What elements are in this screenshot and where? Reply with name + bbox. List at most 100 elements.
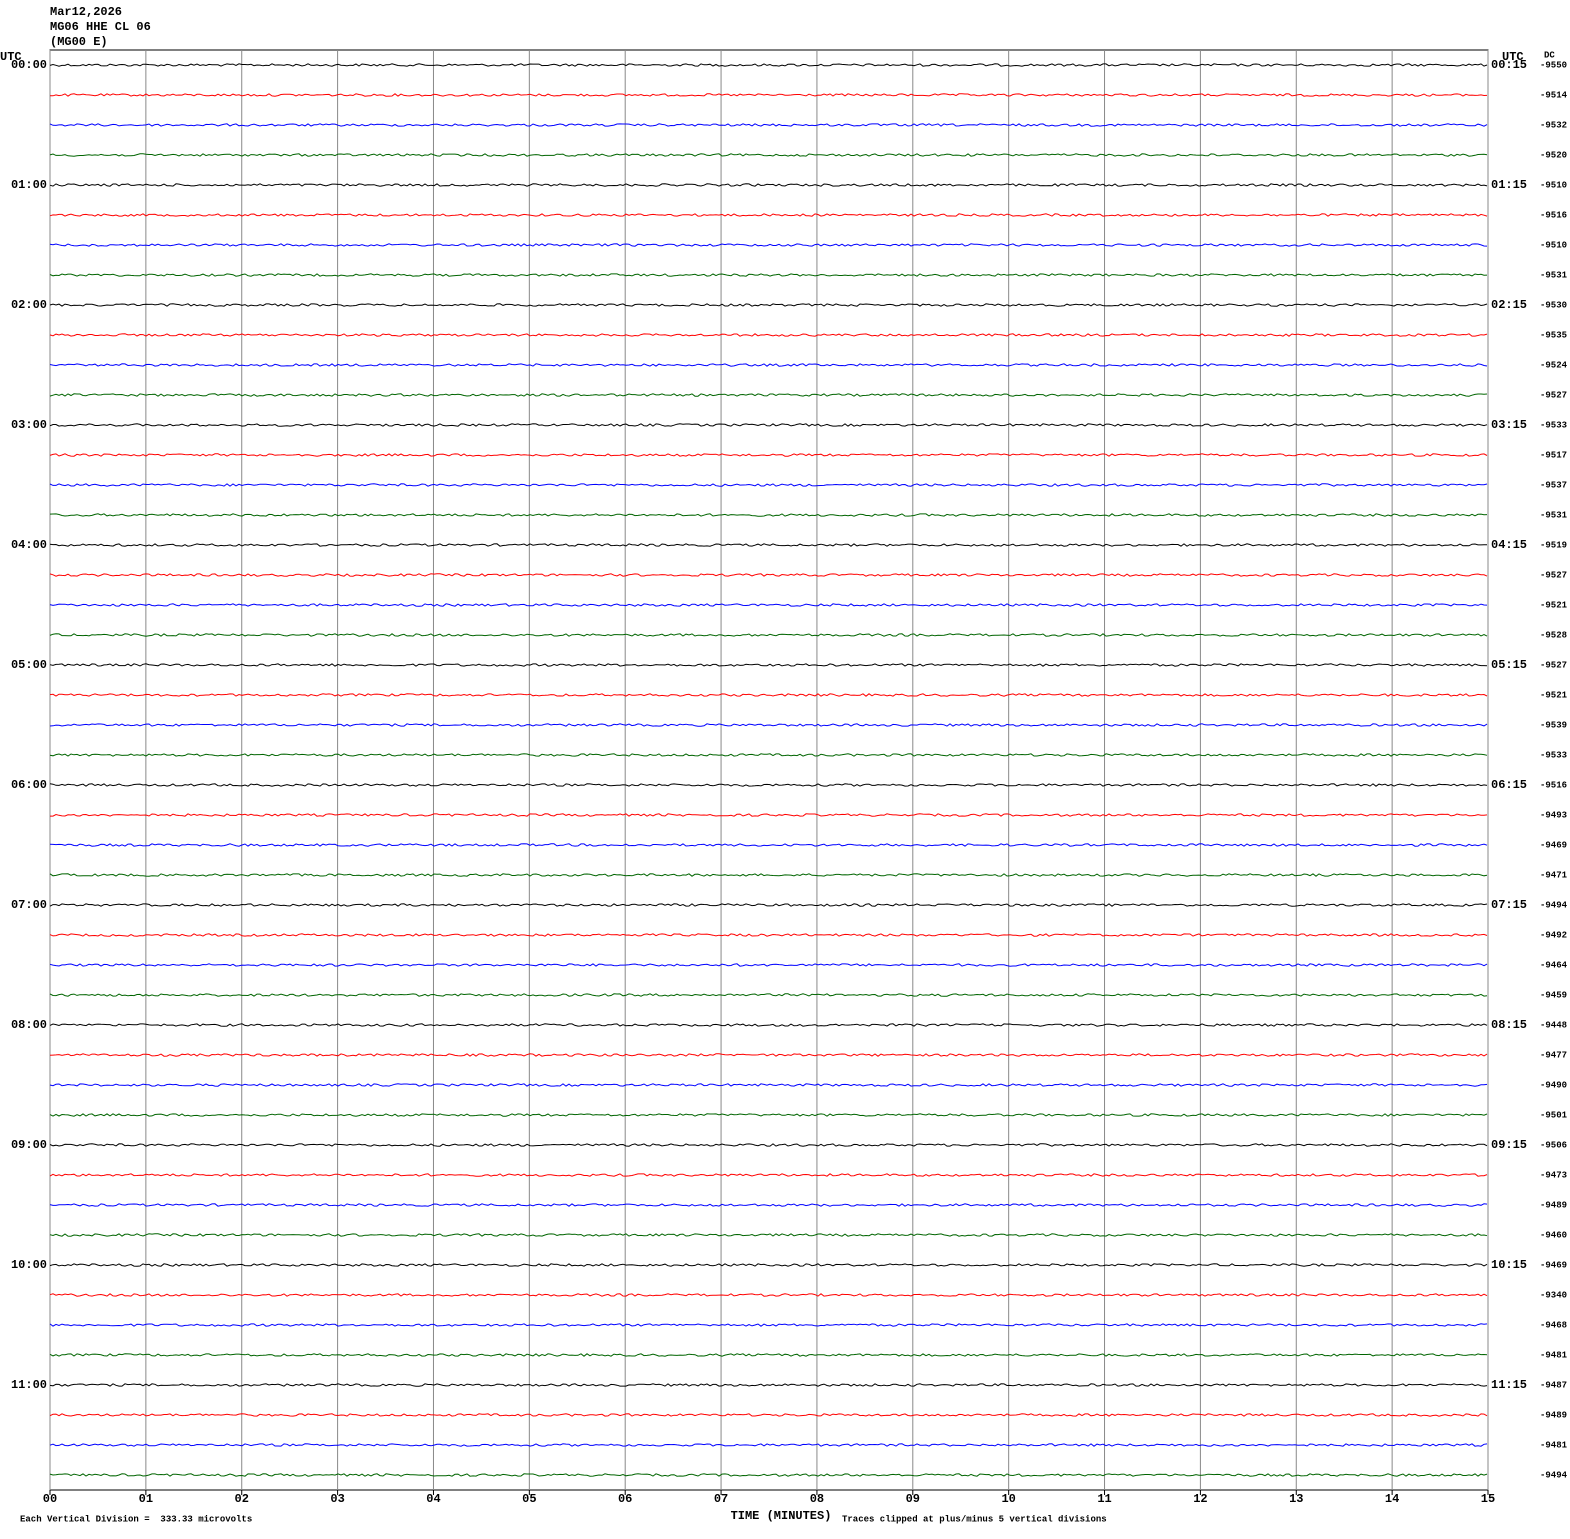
trace (49, 1473, 1488, 1477)
dc-value: -9517 (1540, 450, 1567, 460)
trace (49, 333, 1488, 337)
dc-value: -9473 (1540, 1170, 1567, 1180)
trace (49, 363, 1488, 367)
x-tick-label: 13 (1289, 1492, 1303, 1506)
trace (49, 123, 1488, 127)
trace (49, 1323, 1488, 1327)
trace (49, 153, 1488, 157)
dc-value: -9519 (1540, 540, 1567, 550)
x-tick-label: 15 (1481, 1492, 1495, 1506)
x-tick-label: 12 (1193, 1492, 1207, 1506)
dc-label: DC (1544, 50, 1555, 60)
x-tick-label: 05 (522, 1492, 536, 1506)
dc-value: -9481 (1540, 1440, 1568, 1450)
x-tick-label: 11 (1097, 1492, 1111, 1506)
right-time-label: 03:15 (1491, 418, 1527, 432)
trace (49, 483, 1488, 487)
x-tick-label: 09 (906, 1492, 920, 1506)
right-time-label: 02:15 (1491, 298, 1527, 312)
trace (49, 543, 1487, 547)
right-axis-label: UTC (1502, 50, 1524, 64)
dc-value: -9506 (1540, 1140, 1567, 1150)
dc-value: -9533 (1540, 420, 1567, 430)
x-tick-label: 01 (139, 1492, 153, 1506)
dc-value: -9469 (1540, 840, 1567, 850)
right-time-label: 04:15 (1491, 538, 1527, 552)
left-time-label: 03:00 (11, 418, 47, 432)
right-time-label: 09:15 (1491, 1138, 1527, 1152)
dc-value: -9477 (1540, 1050, 1567, 1060)
dc-value: -9524 (1540, 360, 1568, 370)
dc-value: -9537 (1540, 480, 1567, 490)
trace (49, 393, 1488, 397)
dc-value: -9521 (1540, 690, 1568, 700)
trace (49, 1083, 1488, 1087)
plot-frame (49, 49, 1489, 1491)
left-time-label: 00:00 (11, 58, 47, 72)
dc-value: -9530 (1540, 300, 1567, 310)
trace (49, 933, 1488, 937)
dc-value: -9468 (1540, 1320, 1567, 1330)
dc-value: -9510 (1540, 240, 1567, 250)
dc-value: -9532 (1540, 120, 1567, 130)
dc-value: -9550 (1540, 60, 1567, 70)
trace (49, 303, 1488, 307)
dc-value: -9340 (1540, 1290, 1567, 1300)
x-tick-label: 00 (43, 1492, 57, 1506)
dc-value: -9539 (1540, 720, 1567, 730)
dc-value: -9492 (1540, 930, 1567, 940)
dc-value: -9459 (1540, 990, 1567, 1000)
x-tick-label: 07 (714, 1492, 728, 1506)
trace (49, 1143, 1488, 1147)
dc-value: -9489 (1540, 1200, 1567, 1210)
x-tick-label: 06 (618, 1492, 632, 1506)
dc-value: -9464 (1540, 960, 1568, 970)
dc-value: -9490 (1540, 1080, 1567, 1090)
left-time-label: 04:00 (11, 538, 47, 552)
trace (49, 753, 1488, 757)
trace (49, 1203, 1488, 1207)
trace (49, 1383, 1488, 1387)
x-tick-label: 04 (426, 1492, 440, 1506)
dc-value: -9501 (1540, 1110, 1568, 1120)
right-time-label: 05:15 (1491, 658, 1527, 672)
left-time-label: 07:00 (11, 898, 47, 912)
trace (49, 663, 1488, 667)
dc-value: -9521 (1540, 600, 1568, 610)
trace (49, 843, 1488, 847)
dc-value: -9510 (1540, 180, 1567, 190)
trace (49, 1413, 1488, 1417)
dc-value: -9471 (1540, 870, 1568, 880)
trace (49, 1023, 1488, 1027)
dc-value: -9527 (1540, 570, 1567, 580)
right-time-label: 01:15 (1491, 178, 1527, 192)
dc-value: -9531 (1540, 270, 1568, 280)
dc-value: -9493 (1540, 810, 1567, 820)
x-tick-label: 14 (1385, 1492, 1399, 1506)
dc-value: -9494 (1540, 900, 1568, 910)
left-time-label: 05:00 (11, 658, 47, 672)
left-time-label: 11:00 (11, 1378, 47, 1392)
trace (49, 63, 1488, 67)
title-line: Mar12,2026 (50, 5, 122, 19)
right-time-label: 06:15 (1491, 778, 1527, 792)
dc-value: -9520 (1540, 150, 1567, 160)
trace (49, 873, 1488, 877)
dc-value: -9516 (1540, 780, 1567, 790)
dc-value: -9448 (1540, 1020, 1567, 1030)
dc-value: -9489 (1540, 1410, 1567, 1420)
clip-note: Traces clipped at plus/minus 5 vertical … (842, 1514, 1107, 1524)
x-tick-label: 02 (235, 1492, 249, 1506)
left-time-label: 01:00 (11, 178, 47, 192)
x-tick-label: 10 (1001, 1492, 1015, 1506)
right-time-label: 07:15 (1491, 898, 1527, 912)
trace (49, 693, 1488, 697)
trace (49, 453, 1488, 457)
dc-value: -9533 (1540, 750, 1567, 760)
trace (49, 93, 1488, 97)
trace (49, 603, 1488, 607)
trace (49, 1353, 1488, 1357)
dc-value: -9514 (1540, 90, 1568, 100)
trace (49, 183, 1488, 187)
